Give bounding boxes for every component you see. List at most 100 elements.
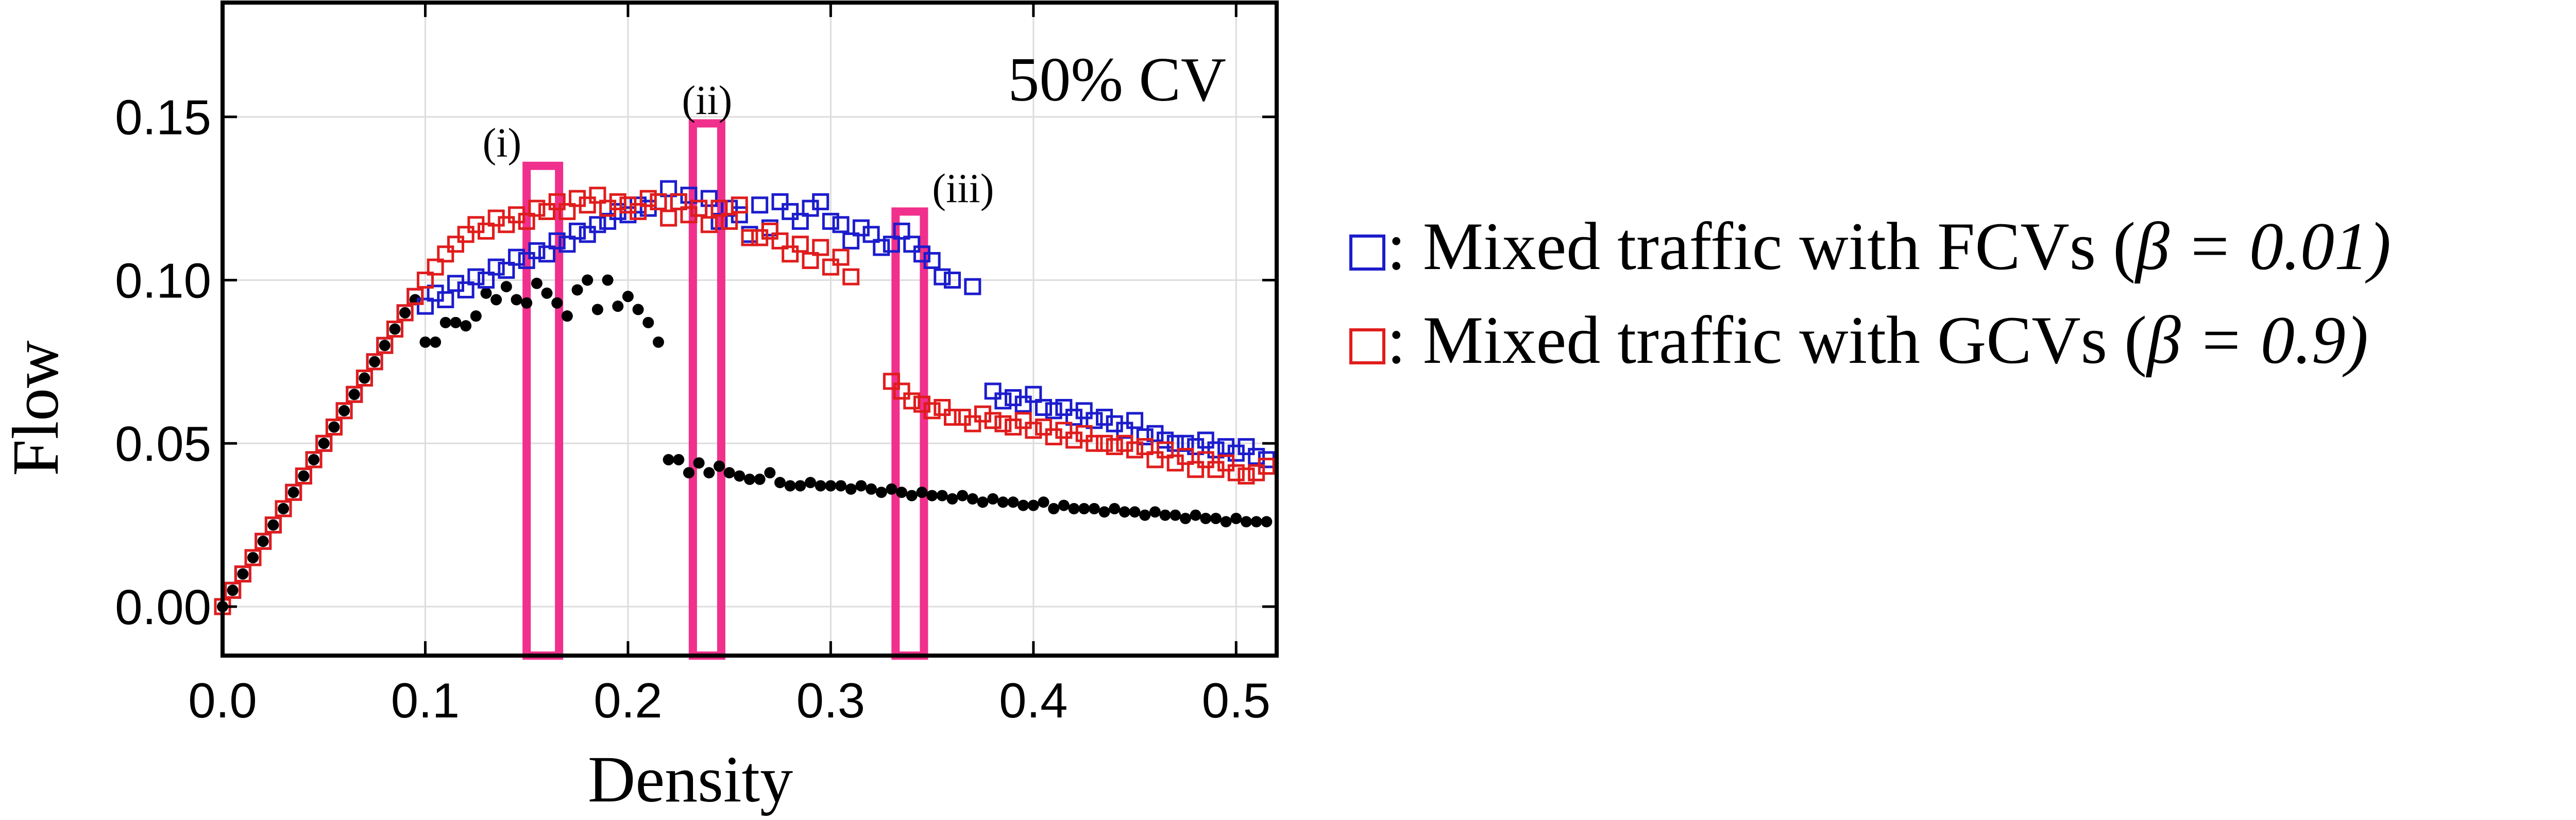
- point-baseline: [1179, 512, 1191, 524]
- series-fcv: [214, 180, 1275, 615]
- point-baseline: [764, 467, 776, 479]
- point-gcv: [396, 304, 414, 322]
- y-tick-label: 0.05: [115, 416, 211, 472]
- point-gcv: [721, 212, 738, 230]
- point-gcv: [984, 412, 1002, 429]
- point-baseline: [1240, 516, 1252, 528]
- point-gcv: [325, 419, 343, 436]
- point-gcv: [538, 203, 556, 220]
- point-baseline: [278, 503, 290, 514]
- point-baseline: [460, 320, 472, 332]
- point-baseline: [470, 310, 482, 322]
- point-baseline: [591, 304, 603, 315]
- point-baseline: [734, 470, 745, 482]
- point-baseline: [338, 405, 350, 416]
- point-gcv: [771, 232, 789, 249]
- point-baseline: [1098, 506, 1110, 518]
- point-baseline: [723, 467, 735, 479]
- window-label-1: (i): [483, 121, 522, 166]
- point-baseline: [896, 487, 908, 498]
- point-gcv: [1217, 454, 1235, 472]
- point-gcv: [437, 245, 454, 263]
- point-baseline: [673, 454, 685, 465]
- point-baseline: [379, 340, 391, 352]
- point-baseline: [389, 323, 401, 335]
- point-baseline: [490, 294, 502, 306]
- point-baseline: [430, 336, 442, 348]
- point-fcv: [842, 232, 860, 249]
- point-baseline: [419, 336, 431, 348]
- point-gcv: [244, 549, 262, 566]
- point-fcv: [467, 268, 485, 286]
- point-baseline: [551, 297, 563, 309]
- series-gcv: [214, 187, 1275, 615]
- point-gcv: [1157, 441, 1174, 459]
- point-baseline: [946, 493, 958, 505]
- point-gcv: [589, 187, 606, 204]
- point-baseline: [957, 490, 969, 501]
- point-gcv: [305, 451, 323, 468]
- point-gcv: [579, 196, 596, 214]
- point-baseline: [1068, 503, 1080, 514]
- series-baseline: [217, 274, 1273, 612]
- point-baseline: [967, 493, 978, 505]
- point-baseline: [1159, 509, 1171, 521]
- point-baseline: [1190, 509, 1201, 521]
- point-gcv: [639, 190, 657, 207]
- point-fcv: [1086, 412, 1103, 429]
- point-baseline: [1170, 509, 1181, 521]
- point-baseline: [561, 310, 573, 322]
- point-baseline: [582, 274, 594, 286]
- point-baseline: [784, 480, 796, 492]
- point-baseline: [1118, 506, 1130, 518]
- point-fcv: [558, 236, 576, 253]
- point-baseline: [1210, 512, 1222, 524]
- point-baseline: [845, 483, 857, 495]
- point-baseline: [480, 287, 492, 299]
- point-fcv: [1025, 386, 1042, 403]
- grid-lines: [223, 3, 1277, 656]
- point-gcv: [1177, 448, 1194, 465]
- legend-entry-gcv: : Mixed traffic with GCVs (β = 0.9): [1349, 302, 2368, 378]
- point-gcv: [994, 415, 1012, 432]
- legend-label-fcv-text: : Mixed traffic with FCVs (: [1387, 208, 2136, 284]
- point-fcv: [528, 242, 546, 259]
- point-fcv: [518, 252, 535, 269]
- point-gcv: [386, 321, 403, 338]
- point-gcv: [457, 226, 474, 243]
- point-baseline: [936, 490, 948, 501]
- point-gcv: [832, 248, 850, 266]
- plot-frame: [221, 1, 1279, 658]
- point-baseline: [1007, 496, 1019, 508]
- point-fcv: [964, 278, 981, 295]
- point-fcv: [903, 236, 921, 253]
- point-gcv: [690, 199, 708, 217]
- point-gcv: [406, 288, 424, 305]
- point-gcv: [1035, 419, 1053, 436]
- point-fcv: [1248, 448, 1265, 465]
- point-baseline: [227, 584, 239, 596]
- point-fcv: [934, 268, 951, 286]
- point-gcv: [416, 271, 434, 289]
- point-baseline: [815, 480, 826, 492]
- point-gcv: [315, 434, 333, 452]
- point-baseline: [1220, 516, 1232, 528]
- y-tick-label: 0.00: [115, 580, 211, 635]
- point-baseline: [1129, 506, 1141, 518]
- point-gcv: [478, 222, 495, 240]
- point-baseline: [825, 480, 837, 492]
- point-gcv: [923, 402, 941, 420]
- point-baseline: [511, 294, 522, 306]
- point-baseline: [318, 438, 330, 449]
- point-fcv: [508, 248, 526, 266]
- point-baseline: [642, 316, 654, 328]
- point-gcv: [802, 252, 819, 269]
- point-baseline: [399, 307, 411, 319]
- x-tick-label: 0.0: [188, 673, 257, 728]
- point-fcv: [1116, 422, 1133, 439]
- point-gcv: [447, 236, 464, 253]
- x-tick-label: 0.2: [594, 673, 662, 728]
- point-baseline: [1250, 516, 1262, 528]
- x-tick-label: 0.3: [796, 673, 865, 728]
- point-baseline: [886, 483, 897, 495]
